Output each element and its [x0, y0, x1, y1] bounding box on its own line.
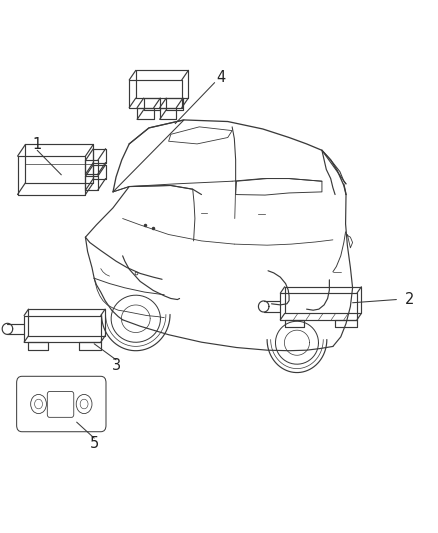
Text: 5: 5 — [89, 436, 99, 451]
Text: 2: 2 — [405, 292, 414, 307]
Text: 1: 1 — [32, 138, 42, 152]
Text: 3: 3 — [112, 358, 120, 373]
Text: 4: 4 — [216, 70, 226, 85]
